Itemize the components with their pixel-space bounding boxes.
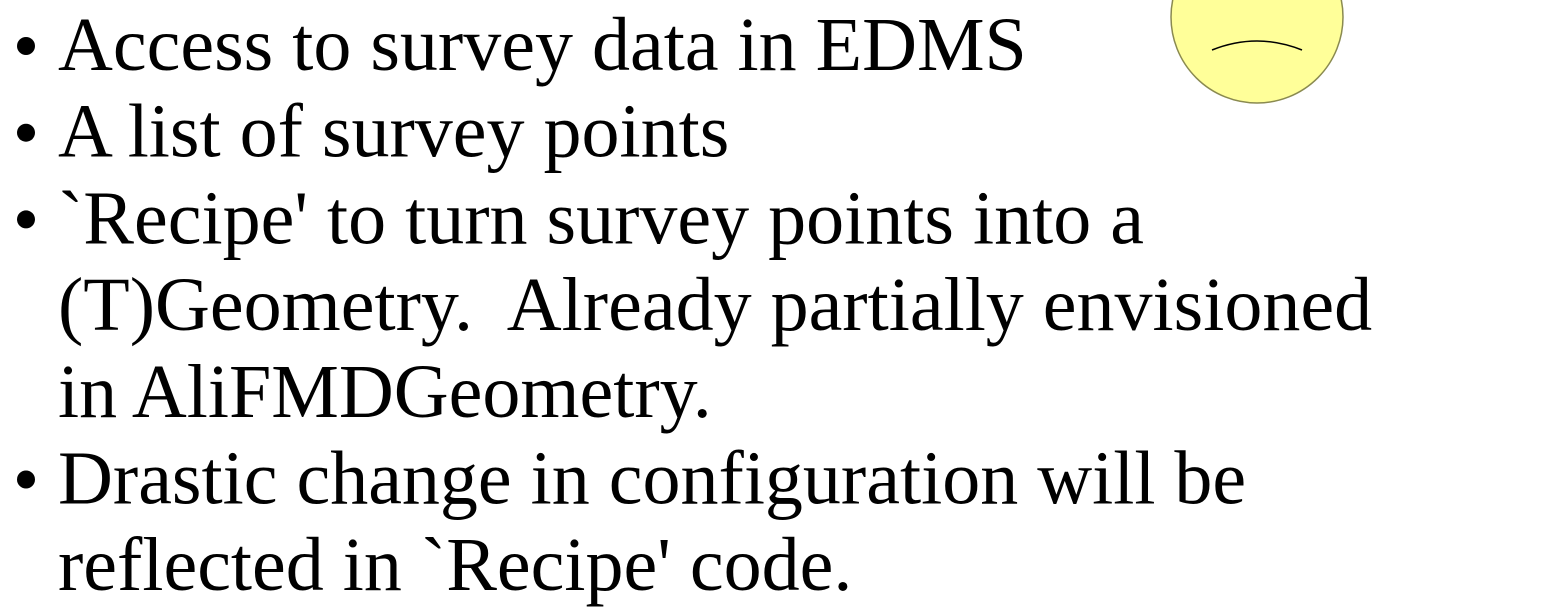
bullet-text: Access to survey data in EDMS bbox=[58, 3, 1027, 87]
bullet-text: in AliFMDGeometry. bbox=[58, 350, 712, 434]
bullet-text: A list of survey points bbox=[58, 90, 729, 174]
bullet-text: Drastic change in configuration will be bbox=[58, 437, 1246, 521]
frown-face bbox=[1170, 0, 1344, 104]
bullet-text: (T)Geometry. Already partially envisione… bbox=[58, 263, 1372, 347]
bullet-dot bbox=[17, 210, 35, 229]
face bbox=[1170, 0, 1344, 104]
bullet-text: reflected in `Recipe' code. bbox=[58, 523, 852, 607]
bullet-text: `Recipe' to turn survey points into a bbox=[58, 176, 1144, 260]
frown bbox=[1211, 40, 1303, 51]
bullet-dot bbox=[17, 37, 35, 55]
bullet-dot bbox=[17, 123, 35, 142]
bullet-dot bbox=[17, 470, 35, 489]
